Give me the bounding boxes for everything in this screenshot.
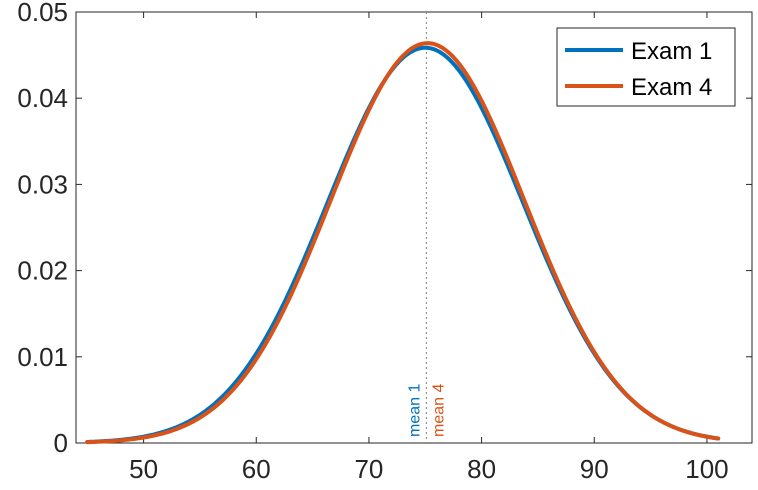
legend-label: Exam 4 bbox=[631, 74, 712, 101]
x-tick-label: 60 bbox=[242, 454, 271, 484]
mean-annotations: mean 1 mean 4 bbox=[406, 384, 447, 437]
y-tick-label: 0 bbox=[54, 428, 68, 458]
x-tick-label: 100 bbox=[685, 454, 728, 484]
y-tick-label: 0.03 bbox=[17, 169, 68, 199]
x-tick-label: 80 bbox=[467, 454, 496, 484]
mean-annotation-1: mean 1 bbox=[406, 384, 423, 437]
y-axis: 0 0.01 0.02 0.03 0.04 0.05 bbox=[17, 0, 752, 458]
y-tick-label: 0.05 bbox=[17, 0, 68, 27]
x-tick-label: 50 bbox=[129, 454, 158, 484]
series-lines bbox=[85, 41, 721, 445]
x-axis: 50 60 70 80 90 100 bbox=[129, 12, 729, 484]
legend: Exam 1 Exam 4 bbox=[556, 27, 736, 107]
legend-label: Exam 1 bbox=[631, 38, 712, 65]
y-tick-label: 0.04 bbox=[17, 83, 68, 113]
legend-box bbox=[556, 27, 736, 107]
x-tick-label: 70 bbox=[354, 454, 383, 484]
mean-annotation-4: mean 4 bbox=[431, 384, 448, 437]
y-tick-label: 0.01 bbox=[17, 342, 68, 372]
series-line-exam-4 bbox=[85, 41, 721, 445]
x-tick-label: 90 bbox=[580, 454, 609, 484]
y-tick-label: 0.02 bbox=[17, 256, 68, 286]
